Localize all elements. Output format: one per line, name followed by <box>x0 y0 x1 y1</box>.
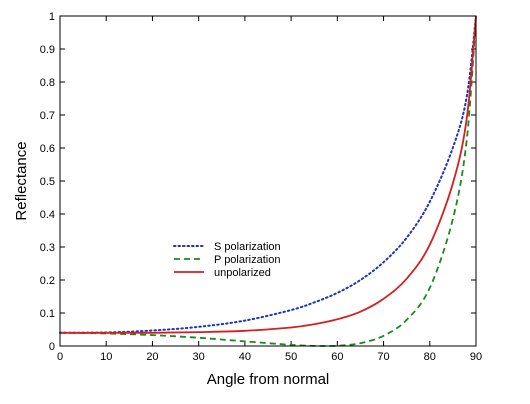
y-tick-label: 0.8 <box>40 77 55 89</box>
y-tick-label: 0.7 <box>40 110 55 122</box>
y-tick-label: 0.5 <box>40 176 55 188</box>
y-tick-label: 0 <box>49 341 55 353</box>
x-axis-title: Angle from normal <box>207 371 330 388</box>
y-tick-label: 0.3 <box>40 242 55 254</box>
x-tick-label: 60 <box>331 351 343 363</box>
legend-label: unpolarized <box>214 267 271 279</box>
x-tick-label: 70 <box>377 351 389 363</box>
ticks-layer: 0 10 20 30 40 50 60 70 80 90 0 0.1 0.2 0.3 0.4 0.5 0.6 0.… <box>40 11 482 363</box>
y-axis-title: Reflectance <box>13 141 30 220</box>
y-tick-label: 0.6 <box>40 143 55 155</box>
plot-frame <box>59 15 477 347</box>
legend-label: P polarization <box>214 254 280 266</box>
x-tick-label: 40 <box>239 351 251 363</box>
series-line-p-polarization <box>59 15 477 347</box>
series-line-unpolarized <box>60 15 477 334</box>
x-tick-label: 10 <box>100 351 112 363</box>
x-tick-label: 80 <box>424 351 436 363</box>
y-tick-label: 1 <box>49 11 55 23</box>
y-tick-label: 0.1 <box>40 308 55 320</box>
x-tick-label: 30 <box>193 351 205 363</box>
y-tick-label: 0.4 <box>40 209 55 221</box>
series-line-s-polarization <box>59 15 477 334</box>
x-tick-label: 0 <box>57 351 63 363</box>
y-tick-label: 0.9 <box>40 44 55 56</box>
legend-label: S polarization <box>214 241 281 253</box>
y-tick-label: 0.2 <box>40 275 55 287</box>
x-tick-label: 50 <box>285 351 297 363</box>
x-tick-label: 90 <box>470 351 482 363</box>
series-layer <box>59 15 477 347</box>
x-tick-label: 20 <box>146 351 158 363</box>
